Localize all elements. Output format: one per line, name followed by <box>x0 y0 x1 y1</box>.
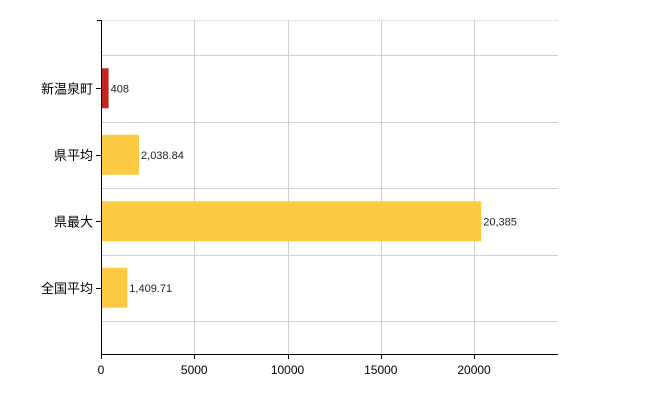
bar <box>101 68 109 109</box>
x-tick-label: 10000 <box>271 363 305 377</box>
category-label: 全国平均 <box>41 281 93 297</box>
data-label: 1,409.71 <box>129 283 172 295</box>
x-tick-label: 20000 <box>457 363 491 377</box>
bar <box>101 267 128 308</box>
bars <box>101 68 482 308</box>
bar <box>101 201 482 242</box>
category-label: 県最大 <box>54 215 93 230</box>
x-tick-label: 15000 <box>364 363 398 377</box>
category-label: 新温泉町 <box>41 81 93 97</box>
x-tick-label: 5000 <box>181 363 208 377</box>
data-label: 20,385 <box>483 216 517 228</box>
data-label: 2,038.84 <box>141 150 184 162</box>
bar <box>101 134 140 175</box>
axes <box>97 20 558 355</box>
gridlines <box>101 20 558 354</box>
data-label: 408 <box>111 83 129 95</box>
x-tick-label: 0 <box>98 363 105 377</box>
data-labels: 408 2,038.84 20,385 1,409.71 <box>111 83 517 295</box>
category-label: 県平均 <box>54 149 93 164</box>
x-axis-ticks: 0 5000 10000 15000 20000 <box>98 354 491 377</box>
